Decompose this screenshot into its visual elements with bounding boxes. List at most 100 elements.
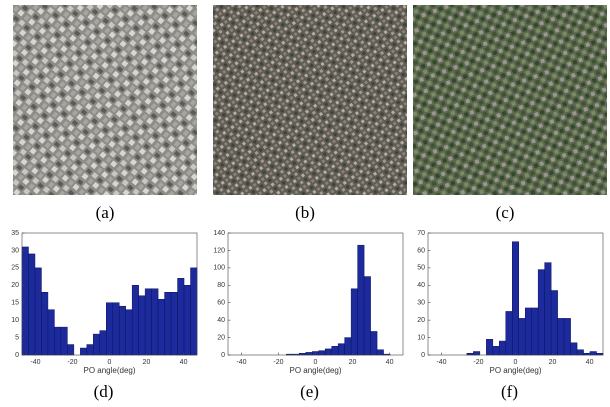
- bar: [551, 291, 557, 355]
- y-tick-label: 10: [11, 317, 19, 324]
- bar: [35, 268, 41, 355]
- bar: [87, 345, 93, 355]
- bar: [345, 338, 351, 355]
- aerial-image: [413, 5, 607, 195]
- y-tick-label: 60: [417, 247, 425, 254]
- bar: [41, 292, 47, 355]
- bar: [545, 263, 551, 355]
- x-tick-label: 0: [514, 359, 518, 366]
- x-axis-label: PO angle(deg): [489, 366, 541, 375]
- bar: [332, 346, 338, 355]
- bar: [80, 348, 86, 355]
- bar: [191, 268, 197, 355]
- bar: [473, 352, 479, 355]
- bar: [512, 242, 518, 355]
- bar: [28, 254, 34, 355]
- chart-caption: (e): [300, 382, 319, 401]
- chart-caption: (d): [94, 382, 114, 401]
- bar: [377, 350, 383, 355]
- x-tick-label: 20: [143, 359, 151, 366]
- bar: [48, 310, 54, 355]
- x-tick-label: -20: [473, 359, 483, 366]
- bar: [371, 331, 377, 355]
- bar: [493, 346, 499, 355]
- y-tick-label: 30: [417, 300, 425, 307]
- y-tick-label: 0: [15, 352, 19, 359]
- y-tick-label: 20: [217, 334, 225, 341]
- bar: [519, 318, 525, 355]
- image-caption: (c): [496, 203, 515, 222]
- bar: [54, 327, 60, 355]
- y-tick-label: 140: [213, 230, 225, 237]
- bar: [100, 331, 106, 355]
- y-tick-label: 120: [213, 247, 225, 254]
- bar: [178, 278, 184, 355]
- bar: [126, 310, 132, 355]
- bar: [145, 289, 151, 355]
- image-caption: (b): [295, 203, 315, 222]
- chart-caption: (f): [501, 382, 518, 401]
- bar: [139, 296, 145, 355]
- x-tick-label: -40: [30, 359, 40, 366]
- y-tick-label: 40: [417, 282, 425, 289]
- bar: [358, 245, 364, 355]
- bar: [499, 341, 505, 355]
- bar: [351, 289, 357, 355]
- x-tick-label: 0: [108, 359, 112, 366]
- y-tick-label: 70: [417, 230, 425, 237]
- bar: [532, 308, 538, 355]
- x-tick-label: 0: [314, 359, 318, 366]
- bar: [158, 299, 164, 355]
- y-tick-label: 80: [217, 282, 225, 289]
- y-tick-label: 20: [417, 317, 425, 324]
- bar: [564, 318, 570, 355]
- bar: [22, 247, 28, 355]
- x-tick-label: 20: [349, 359, 357, 366]
- bar: [306, 352, 312, 355]
- bar: [538, 270, 544, 355]
- bar: [486, 339, 492, 355]
- y-tick-label: 40: [217, 317, 225, 324]
- bar: [577, 350, 583, 355]
- x-tick-label: -20: [273, 359, 283, 366]
- x-tick-label: 40: [180, 359, 188, 366]
- bar: [61, 327, 67, 355]
- y-tick-label: 25: [11, 265, 19, 272]
- y-tick-label: 0: [421, 352, 425, 359]
- bar: [152, 289, 158, 355]
- image-caption: (a): [96, 203, 115, 222]
- bar: [590, 352, 596, 355]
- x-axis-label: PO angle(deg): [289, 366, 341, 375]
- aerial-image: [13, 5, 197, 195]
- bar: [171, 292, 177, 355]
- x-tick-label: 20: [549, 359, 557, 366]
- bar: [106, 303, 112, 355]
- bar: [67, 345, 73, 355]
- bar: [93, 334, 99, 355]
- x-tick-label: 40: [386, 359, 394, 366]
- y-tick-label: 10: [417, 334, 425, 341]
- x-tick-label: -40: [436, 359, 446, 366]
- y-tick-label: 50: [417, 265, 425, 272]
- bar: [338, 344, 344, 355]
- x-tick-label: -40: [236, 359, 246, 366]
- bar: [319, 351, 325, 355]
- x-axis-label: PO angle(deg): [83, 366, 135, 375]
- y-tick-label: 0: [221, 352, 225, 359]
- bar: [165, 292, 171, 355]
- bar: [558, 318, 564, 355]
- bar: [325, 349, 331, 355]
- bar: [113, 303, 119, 355]
- bar: [184, 285, 190, 355]
- x-tick-label: 40: [586, 359, 594, 366]
- bar: [525, 308, 531, 355]
- bar: [132, 285, 138, 355]
- y-tick-label: 30: [11, 247, 19, 254]
- y-tick-label: 100: [213, 265, 225, 272]
- y-tick-label: 5: [15, 334, 19, 341]
- x-tick-label: -20: [67, 359, 77, 366]
- bar: [506, 311, 512, 355]
- bar: [119, 306, 125, 355]
- y-tick-label: 15: [11, 300, 19, 307]
- figure: (a) (b) (c) 05101520253035-40-2002040PO …: [0, 0, 610, 407]
